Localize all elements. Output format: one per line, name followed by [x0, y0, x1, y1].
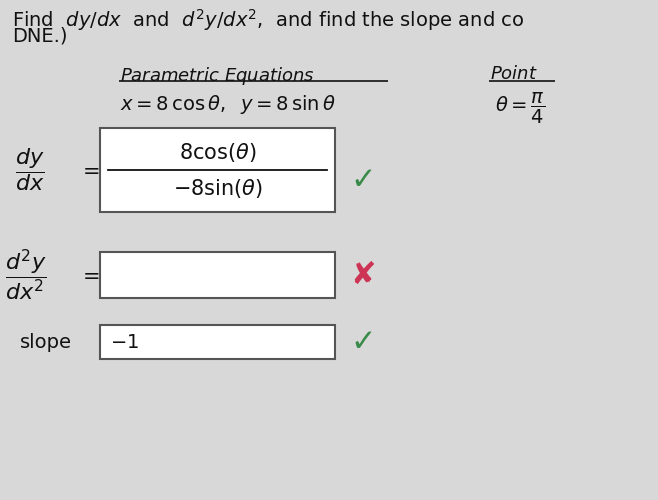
- Bar: [100, 128, 335, 212]
- Text: $=$: $=$: [78, 265, 99, 285]
- Text: $-8\sin(\theta)$: $-8\sin(\theta)$: [172, 176, 263, 200]
- Text: $=$: $=$: [78, 160, 99, 180]
- Text: DNE.): DNE.): [12, 27, 68, 46]
- Bar: [100, 325, 335, 359]
- Text: $\theta = \dfrac{\pi}{4}$: $\theta = \dfrac{\pi}{4}$: [495, 91, 545, 126]
- Text: ✓: ✓: [350, 166, 376, 194]
- Text: $\dfrac{dy}{dx}$: $\dfrac{dy}{dx}$: [15, 146, 45, 194]
- Text: ✘: ✘: [350, 260, 376, 290]
- Text: $-1$: $-1$: [110, 332, 139, 351]
- Text: $8\cos(\theta)$: $8\cos(\theta)$: [179, 140, 257, 164]
- Text: $\dfrac{d^2y}{dx^2}$: $\dfrac{d^2y}{dx^2}$: [5, 247, 47, 303]
- Text: $\it{Parametric\ Equations}$: $\it{Parametric\ Equations}$: [120, 65, 315, 87]
- Text: ✓: ✓: [350, 328, 376, 356]
- Text: Find  $dy/dx$  and  $d^2y/dx^2$,  and find the slope and co: Find $dy/dx$ and $d^2y/dx^2$, and find t…: [12, 7, 524, 33]
- Bar: [100, 252, 335, 298]
- Text: $x = 8\,\cos\theta,\;\; y = 8\,\sin\theta$: $x = 8\,\cos\theta,\;\; y = 8\,\sin\thet…: [120, 93, 336, 116]
- Text: $\it{Point}$: $\it{Point}$: [490, 65, 538, 83]
- Text: slope: slope: [20, 332, 72, 351]
